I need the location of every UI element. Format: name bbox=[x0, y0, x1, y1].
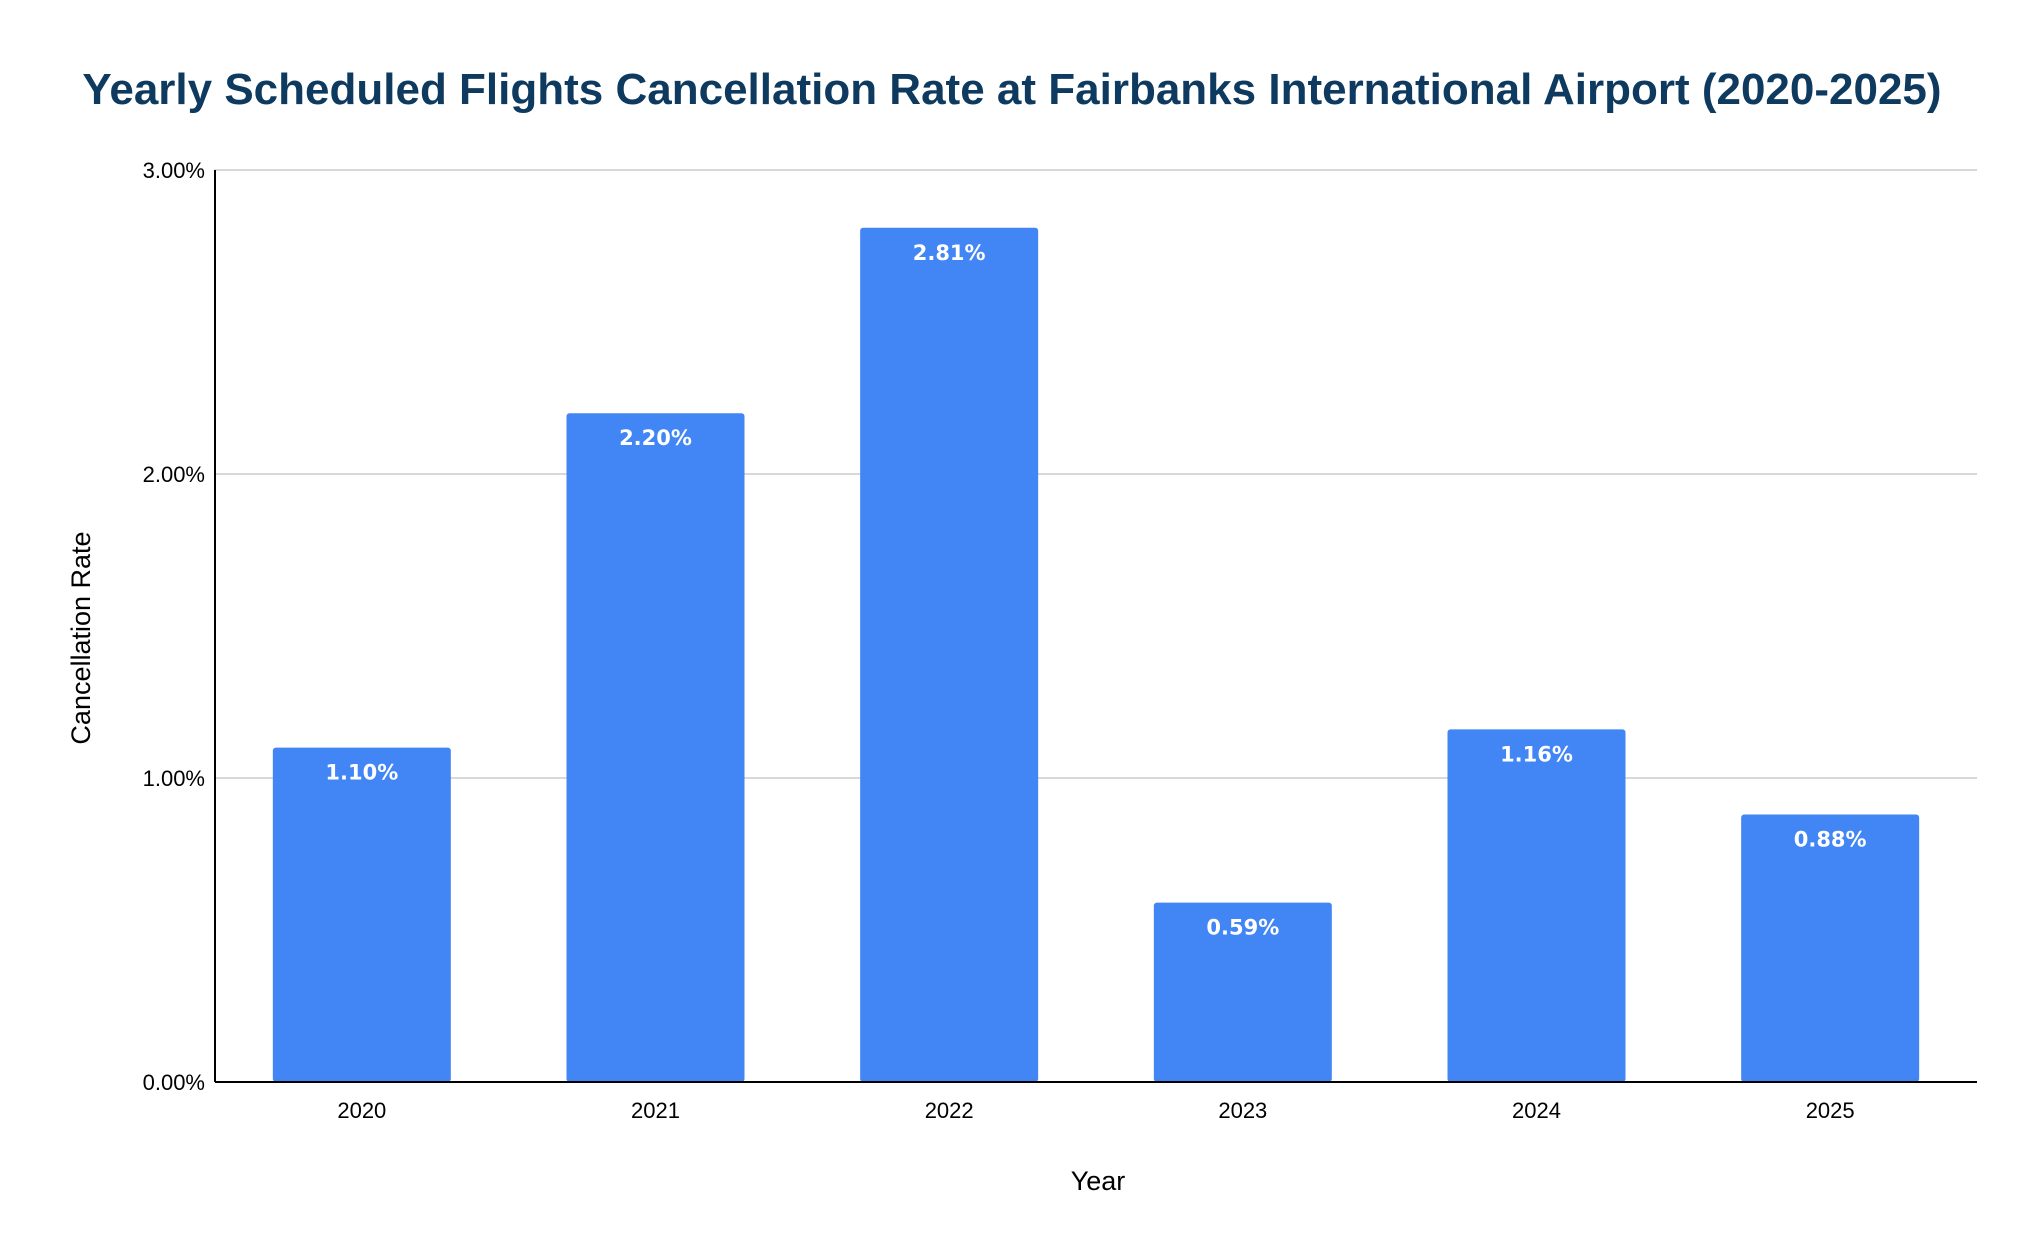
bar-2021 bbox=[566, 413, 745, 1082]
x-tick-label: 2020 bbox=[337, 1098, 386, 1123]
x-tick-label: 2025 bbox=[1806, 1098, 1855, 1123]
bar-labels: 1.10% 2.20% 2.81% 0.59% 1.16% 0.88% bbox=[325, 241, 1866, 940]
bar-2025 bbox=[1741, 814, 1920, 1082]
bar-2023 bbox=[1153, 902, 1332, 1082]
bar-value-label: 1.10% bbox=[325, 761, 398, 785]
bar-value-label: 0.59% bbox=[1206, 916, 1279, 940]
bar-value-label: 2.20% bbox=[619, 426, 692, 450]
bar-2022 bbox=[860, 227, 1039, 1082]
x-tick-label: 2024 bbox=[1512, 1098, 1561, 1123]
bar-2024 bbox=[1447, 729, 1626, 1082]
bar-value-label: 2.81% bbox=[913, 241, 986, 265]
gridlines bbox=[215, 169, 1977, 779]
y-tick-label: 0.00% bbox=[143, 1070, 205, 1095]
x-tick-label: 2023 bbox=[1218, 1098, 1267, 1123]
bar-2020 bbox=[272, 747, 451, 1082]
y-tick-labels: 0.00% 1.00% 2.00% 3.00% bbox=[143, 158, 205, 1095]
x-tick-label: 2021 bbox=[631, 1098, 680, 1123]
y-tick-label: 1.00% bbox=[143, 766, 205, 791]
bar-value-label: 1.16% bbox=[1500, 742, 1573, 766]
chart-title: Yearly Scheduled Flights Cancellation Ra… bbox=[82, 65, 1941, 114]
x-tick-labels: 2020 2021 2022 2023 2024 2025 bbox=[337, 1098, 1854, 1123]
x-axis-title: Year bbox=[1071, 1166, 1126, 1196]
x-tick-label: 2022 bbox=[925, 1098, 974, 1123]
y-tick-label: 3.00% bbox=[143, 158, 205, 183]
bar-value-label: 0.88% bbox=[1794, 827, 1867, 851]
y-axis-title: Cancellation Rate bbox=[66, 531, 96, 744]
bars bbox=[272, 227, 1920, 1082]
y-tick-label: 2.00% bbox=[143, 462, 205, 487]
